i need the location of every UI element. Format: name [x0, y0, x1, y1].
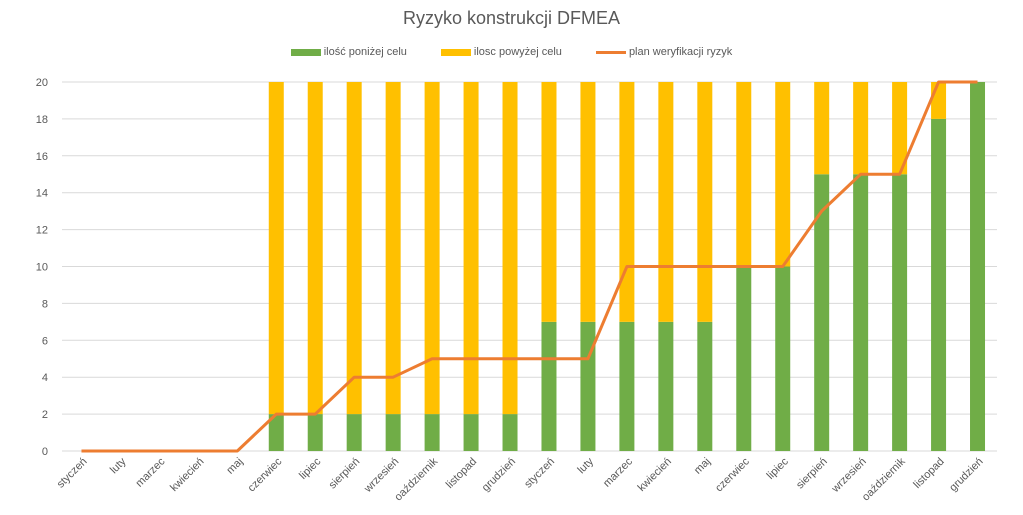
bar-above-target	[424, 82, 440, 415]
bar-below-target	[502, 414, 518, 451]
x-tick-label: listopad	[444, 456, 479, 491]
legend-item-above-target: ilosc powyżej celu	[440, 46, 562, 58]
bar-above-target	[463, 82, 479, 415]
bar-below-target	[814, 174, 830, 451]
y-tick-label: 6	[42, 335, 48, 347]
legend-label: ilość poniżej celu	[323, 46, 407, 58]
x-tick-label: lipiec	[765, 455, 792, 482]
y-tick-label: 14	[36, 188, 48, 200]
x-tick-label: grudzień	[947, 456, 985, 494]
y-tick-label: 0	[42, 446, 48, 458]
legend-item-below-target: ilość poniżej celu	[290, 46, 407, 58]
bar-below-target	[424, 414, 440, 451]
y-tick-label: 2	[42, 409, 48, 421]
x-tick-label: lipiec	[297, 455, 324, 482]
y-tick-label: 4	[42, 372, 48, 384]
bar-above-target	[346, 82, 362, 415]
x-tick-label: maj	[692, 456, 713, 477]
y-tick-label: 10	[36, 262, 48, 274]
bar-below-target	[697, 321, 713, 451]
bar-above-target	[814, 82, 830, 175]
bar-above-target	[268, 82, 284, 415]
bar-below-target	[463, 414, 479, 451]
y-tick-label: 18	[36, 114, 48, 126]
x-tick-label: grudzień	[480, 456, 518, 494]
bar-above-target	[502, 82, 518, 415]
bar-above-target	[892, 82, 908, 175]
x-tick-label: listopad	[911, 456, 946, 491]
bar-below-target	[307, 414, 323, 451]
bar-above-target	[658, 82, 674, 322]
x-tick-label: sierpień	[794, 456, 830, 492]
legend-swatch-yellow	[440, 48, 471, 56]
x-tick-label: kwiecień	[636, 456, 674, 494]
bar-below-target	[892, 174, 908, 451]
bar-above-target	[580, 82, 596, 322]
bar-below-target	[541, 321, 557, 451]
bar-below-target	[346, 414, 362, 451]
bar-above-target	[697, 82, 713, 322]
bar-above-target	[619, 82, 635, 322]
x-tick-label: marzec	[134, 455, 168, 489]
bar-below-target	[658, 321, 674, 451]
y-tick-label: 8	[42, 298, 48, 310]
bar-above-target	[736, 82, 752, 267]
legend-label: plan weryfikacji ryzyk	[628, 46, 733, 58]
bar-below-target	[385, 414, 401, 451]
x-tick-label: marzec	[601, 455, 635, 489]
legend-swatch-green	[290, 48, 321, 56]
legend-swatch-orange-line	[595, 50, 626, 54]
x-tick-label: styczeń	[55, 456, 90, 491]
chart-title: Ryzyko konstrukcji DFMEA	[402, 8, 621, 28]
y-tick-label: 20	[36, 77, 48, 89]
bar-above-target	[541, 82, 557, 322]
bar-below-target	[970, 82, 986, 451]
chart-legend: ilość poniżej celu ilosc powyżej celu pl…	[0, 46, 1023, 58]
bar-below-target	[775, 266, 791, 451]
legend-item-plan: plan weryfikacji ryzyk	[595, 46, 733, 58]
bar-below-target	[931, 118, 947, 452]
bar-below-target	[619, 321, 635, 451]
line-plan-verification	[81, 80, 978, 453]
y-tick-label: 12	[36, 225, 48, 237]
bar-above-target	[853, 82, 869, 175]
x-tick-label: sierpień	[327, 456, 363, 492]
x-tick-label: wrzesień	[361, 456, 401, 496]
x-tick-label: luty	[575, 455, 596, 476]
bar-above-target	[385, 82, 401, 415]
bar-below-target	[736, 266, 752, 451]
x-tick-label: styczeń	[522, 456, 557, 491]
x-tick-label: luty	[108, 455, 129, 476]
x-tick-label: maj	[224, 456, 245, 477]
bar-below-target	[580, 321, 596, 451]
bar-below-target	[268, 414, 284, 451]
x-tick-label: czerwiec	[713, 455, 752, 494]
x-tick-label: wrzesień	[829, 456, 869, 496]
x-tick-label: czerwiec	[246, 455, 285, 494]
x-tick-label: kwiecień	[168, 456, 206, 494]
bar-above-target	[775, 82, 791, 267]
bar-above-target	[307, 82, 323, 415]
bar-below-target	[853, 174, 869, 451]
y-tick-label: 16	[36, 151, 48, 163]
legend-label: ilosc powyżej celu	[473, 46, 562, 58]
bar-above-target	[931, 82, 947, 119]
